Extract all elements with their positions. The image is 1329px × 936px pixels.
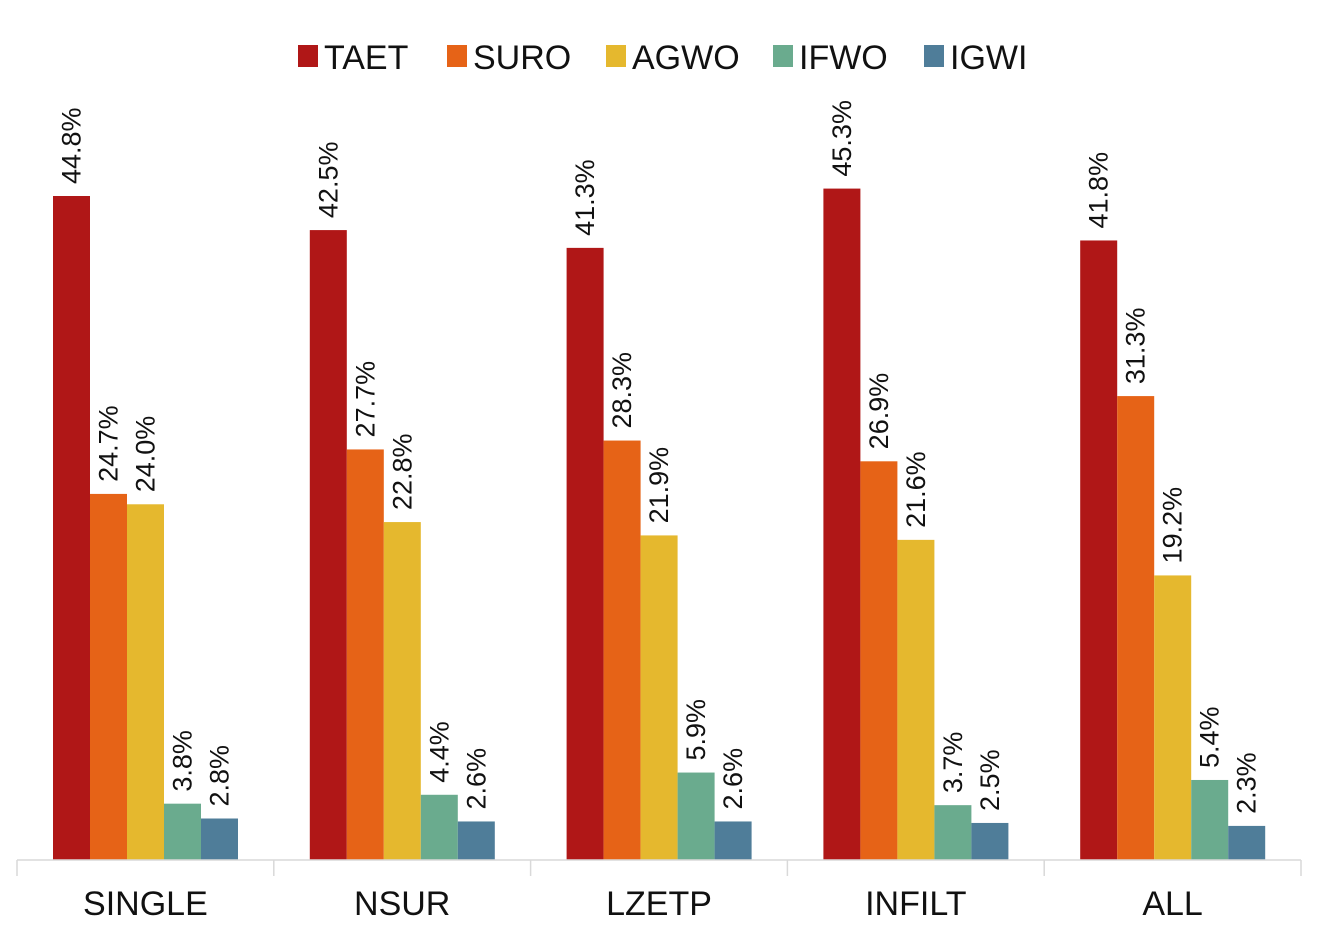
bar-all-agwo xyxy=(1154,575,1192,860)
data-label-lzetp-ifwo: 5.9% xyxy=(681,699,711,761)
bar-all-igwi xyxy=(1228,825,1266,860)
legend-item-igwi: IGWI xyxy=(924,39,1027,77)
data-labels: 44.8% 24.7% 24.0% 3.8% 2.8% 42.5% 27.7%22.8% 4.… xyxy=(57,100,1262,814)
legend-swatch-ifwo xyxy=(773,45,793,67)
bar-nsur-igwi xyxy=(457,821,495,860)
x-tick-label-infilt: INFILT xyxy=(865,885,966,923)
data-label-all-agwo: 19.2% xyxy=(1158,487,1188,564)
x-tick-label-single: SINGLE xyxy=(83,885,208,923)
data-label-lzetp-agwo: 21.9% xyxy=(644,447,674,524)
bar-single-taet xyxy=(53,196,90,860)
legend-label-agwo: AGWO xyxy=(632,39,740,77)
data-label-all-ifwo: 5.4% xyxy=(1195,706,1225,768)
data-label-nsur-taet: 42.5% xyxy=(313,142,343,219)
legend-item-taet: TAET xyxy=(298,39,408,77)
bar-lzetp-agwo xyxy=(640,535,678,860)
legend-item-ifwo: IFWO xyxy=(773,39,888,77)
data-label-infilt-suro: 26.9% xyxy=(864,373,894,450)
x-tick-label-nsur: NSUR xyxy=(354,885,450,923)
data-label-all-suro: 31.3% xyxy=(1121,308,1151,385)
bars xyxy=(53,188,1266,860)
data-label-single-agwo: 24.0% xyxy=(131,416,161,493)
bar-nsur-agwo xyxy=(383,522,421,860)
bar-group-lzetp xyxy=(566,247,752,860)
data-label-single-igwi: 2.8% xyxy=(205,745,235,807)
legend: TAET SURO AGWO IFWO IGWI xyxy=(298,39,1027,77)
bar-group-nsur xyxy=(309,230,495,860)
x-tick-label-lzetp: LZETP xyxy=(606,885,712,923)
bar-group-infilt xyxy=(823,188,1009,860)
data-label-lzetp-suro: 28.3% xyxy=(607,352,637,429)
data-label-single-taet: 44.8% xyxy=(57,107,87,184)
data-label-nsur-agwo: 22.8% xyxy=(387,434,417,511)
data-label-all-igwi: 2.3% xyxy=(1232,752,1262,814)
bar-single-agwo xyxy=(127,504,164,860)
bar-all-taet xyxy=(1080,240,1118,860)
data-label-lzetp-igwi: 2.6% xyxy=(718,748,748,810)
bar-infilt-ifwo xyxy=(934,805,972,860)
data-label-single-ifwo: 3.8% xyxy=(168,730,198,792)
legend-label-igwi: IGWI xyxy=(950,39,1027,77)
bar-nsur-suro xyxy=(346,449,384,860)
bar-single-ifwo xyxy=(164,803,201,860)
legend-swatch-suro xyxy=(447,45,467,67)
legend-label-suro: SURO xyxy=(473,39,571,77)
data-label-infilt-agwo: 21.6% xyxy=(901,451,931,528)
bar-nsur-taet xyxy=(309,230,347,860)
bar-lzetp-taet xyxy=(566,247,604,860)
legend-label-ifwo: IFWO xyxy=(799,39,888,77)
legend-swatch-igwi xyxy=(924,45,944,67)
data-label-infilt-taet: 45.3% xyxy=(827,100,857,177)
bar-group-all xyxy=(1080,240,1266,860)
legend-swatch-agwo xyxy=(606,45,626,67)
data-label-lzetp-taet: 41.3% xyxy=(570,159,600,236)
bar-all-suro xyxy=(1117,396,1155,860)
data-label-single-suro: 24.7% xyxy=(94,405,124,482)
x-tick-label-all: ALL xyxy=(1142,885,1203,923)
bar-lzetp-suro xyxy=(603,440,641,860)
legend-item-agwo: AGWO xyxy=(606,39,740,77)
x-axis: SINGLE NSUR LZETP INFILT ALL xyxy=(16,859,1302,923)
data-label-nsur-ifwo: 4.4% xyxy=(424,721,454,783)
bar-infilt-agwo xyxy=(897,539,935,860)
bar-single-suro xyxy=(90,493,127,860)
data-label-infilt-ifwo: 3.7% xyxy=(938,732,968,794)
legend-swatch-taet xyxy=(298,45,318,67)
legend-label-taet: TAET xyxy=(324,39,408,77)
bar-lzetp-igwi xyxy=(714,821,752,860)
bar-single-igwi xyxy=(201,818,238,860)
data-label-infilt-igwi: 2.5% xyxy=(975,749,1005,811)
bar-infilt-taet xyxy=(823,188,861,860)
data-label-nsur-igwi: 2.6% xyxy=(461,748,491,810)
bar-lzetp-ifwo xyxy=(677,772,715,860)
bar-all-ifwo xyxy=(1191,779,1229,860)
bar-nsur-ifwo xyxy=(420,794,458,860)
bar-infilt-suro xyxy=(860,461,898,860)
legend-item-suro: SURO xyxy=(447,39,571,77)
bar-group-single xyxy=(53,196,238,860)
data-label-nsur-suro: 27.7% xyxy=(350,361,380,438)
data-label-all-taet: 41.8% xyxy=(1084,152,1114,229)
bar-infilt-igwi xyxy=(971,822,1009,860)
